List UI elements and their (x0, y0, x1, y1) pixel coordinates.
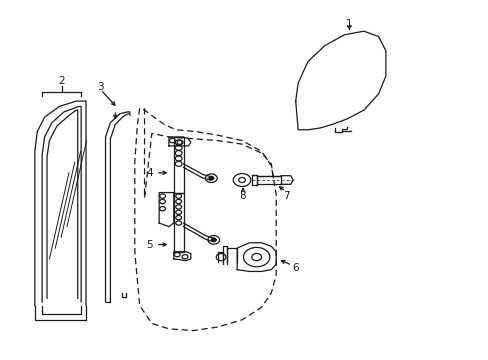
Circle shape (208, 176, 213, 180)
Text: 6: 6 (292, 263, 298, 273)
Text: 5: 5 (146, 239, 152, 249)
Text: 3: 3 (97, 82, 104, 92)
Circle shape (211, 238, 216, 242)
Text: 4: 4 (146, 168, 152, 178)
Text: 2: 2 (58, 76, 65, 86)
Text: 7: 7 (282, 191, 289, 201)
Text: 1: 1 (346, 19, 352, 29)
Text: 8: 8 (239, 191, 246, 201)
